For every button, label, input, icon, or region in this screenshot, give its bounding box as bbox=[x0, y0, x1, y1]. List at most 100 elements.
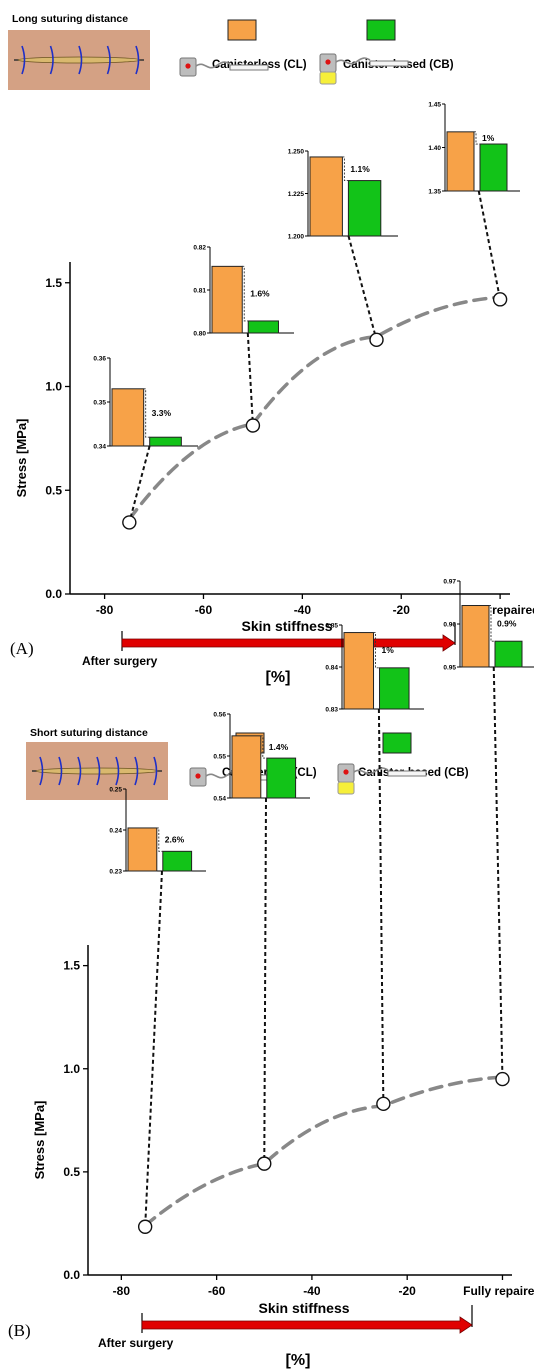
canister-based-device-icon bbox=[337, 763, 427, 795]
y-tick-label: 0.5 bbox=[63, 1165, 80, 1179]
x-tick-label: -80 bbox=[96, 603, 114, 617]
inset-chart-2: 0.80 0.81 0.82 1.6% bbox=[193, 245, 294, 426]
inset-tick-label: 1.45 bbox=[428, 102, 441, 109]
data-point bbox=[245, 418, 261, 433]
progress-arrow bbox=[141, 1316, 473, 1334]
inset-tick-label: 1.35 bbox=[428, 189, 441, 196]
inset-tick-label: 0.85 bbox=[325, 623, 338, 630]
inset-tick-label: 0.84 bbox=[325, 665, 338, 672]
bar-cb bbox=[162, 850, 193, 872]
diff-bracket bbox=[260, 735, 267, 759]
inset-tick-label: 0.55 bbox=[213, 754, 226, 761]
inset-connector bbox=[492, 666, 504, 1080]
bar-cl bbox=[111, 388, 145, 447]
bar-cb bbox=[247, 320, 279, 334]
y-tick-label: 0.5 bbox=[45, 483, 62, 497]
inset-tick-label: 0.36 bbox=[93, 356, 106, 363]
inset-tick-label: 1.200 bbox=[288, 234, 305, 241]
inset-tick-label: 0.24 bbox=[109, 828, 122, 835]
inset-connector bbox=[263, 797, 267, 1164]
inset-tick-label: 0.56 bbox=[213, 712, 226, 719]
legend-title: Short suturing distance bbox=[30, 727, 148, 739]
inset-tick-label: 0.96 bbox=[443, 622, 456, 629]
inset-tick-label: 0.80 bbox=[193, 331, 206, 338]
y-tick-label: 1.0 bbox=[63, 1062, 80, 1076]
bar-cl bbox=[461, 605, 490, 668]
inset-tick-label: 0.25 bbox=[109, 787, 122, 794]
inset-connector bbox=[128, 445, 151, 523]
inset-tick-label: 0.81 bbox=[193, 288, 206, 295]
stress-curve bbox=[143, 1075, 505, 1228]
bar-cb bbox=[379, 667, 410, 710]
x-tick-label: -40 bbox=[303, 1284, 321, 1298]
data-point bbox=[369, 332, 384, 348]
y-axis-label: Stress [MPa] bbox=[32, 1101, 47, 1180]
long-suture-wound-image bbox=[8, 30, 150, 90]
bar-cl bbox=[231, 735, 262, 799]
legend-swatch-cl bbox=[227, 19, 257, 41]
arrow-start-label: After surgery bbox=[98, 1336, 174, 1350]
bar-cb bbox=[347, 180, 382, 237]
inset-connector bbox=[477, 190, 502, 300]
diff-bracket bbox=[474, 131, 480, 145]
inset-chart-3: 1.200 1.225 1.250 1.1% bbox=[288, 149, 398, 341]
inset-chart-4: 0.95 0.96 0.97 0.9% bbox=[443, 579, 534, 1080]
data-point bbox=[495, 1071, 510, 1087]
legend-swatch-cb bbox=[366, 19, 396, 41]
diff-label: 1.1% bbox=[350, 164, 370, 174]
y-tick-label: 1.5 bbox=[45, 276, 62, 290]
diff-label: 1.4% bbox=[269, 742, 289, 752]
panel-b: Short suturing distanceCanisterless (CL)… bbox=[8, 579, 534, 1369]
inset-tick-label: 0.83 bbox=[325, 707, 338, 714]
diff-label: 1% bbox=[482, 133, 495, 143]
bar-cb bbox=[266, 757, 297, 799]
bar-cb bbox=[494, 640, 523, 668]
stress-curve bbox=[127, 295, 502, 522]
inset-connector bbox=[377, 708, 385, 1104]
inset-connector bbox=[347, 235, 378, 341]
inset-chart-4: 1.35 1.40 1.45 1% bbox=[428, 102, 520, 300]
inset-chart-2: 0.54 0.55 0.56 1.4% bbox=[213, 712, 310, 1164]
y-axis-label: Stress [MPa] bbox=[14, 419, 29, 498]
inset-tick-label: 0.54 bbox=[213, 796, 226, 803]
inset-tick-label: 0.23 bbox=[109, 869, 122, 876]
diff-bracket bbox=[156, 827, 163, 852]
inset-chart-3: 0.83 0.84 0.85 1% bbox=[325, 623, 424, 1104]
legend-title: Long suturing distance bbox=[12, 13, 128, 25]
bar-cb bbox=[149, 436, 182, 447]
y-tick-label: 0.0 bbox=[45, 587, 62, 601]
legend-swatch-cb bbox=[382, 732, 412, 754]
panel-a: Long suturing distanceCanisterless (CL)C… bbox=[8, 13, 534, 686]
inset-tick-label: 1.40 bbox=[428, 145, 441, 152]
data-point bbox=[492, 292, 508, 307]
x-tick-label: -60 bbox=[208, 1284, 226, 1298]
inset-tick-label: 0.35 bbox=[93, 400, 106, 407]
x-axis-label: Skin stiffness bbox=[241, 618, 332, 634]
diff-bracket bbox=[489, 605, 495, 642]
diff-label: 0.9% bbox=[497, 618, 517, 628]
inset-tick-label: 0.82 bbox=[193, 245, 206, 252]
diff-bracket bbox=[143, 388, 150, 438]
bar-cl bbox=[343, 632, 375, 710]
panel-label: (A) bbox=[10, 639, 34, 658]
diff-label: 1.6% bbox=[250, 289, 270, 299]
x-tick-label: Fully repaired bbox=[463, 1284, 534, 1298]
short-suture-wound-image bbox=[26, 742, 168, 800]
x-tick-label: -20 bbox=[393, 603, 411, 617]
data-point bbox=[376, 1096, 391, 1112]
inset-chart-1: 0.23 0.24 0.25 2.6% bbox=[109, 787, 206, 1227]
diff-label: 2.6% bbox=[165, 835, 185, 845]
x-tick-label: -40 bbox=[294, 603, 312, 617]
data-point bbox=[257, 1156, 272, 1171]
panel-label: (B) bbox=[8, 1321, 31, 1340]
canister-based-device-icon bbox=[319, 53, 409, 85]
inset-tick-label: 0.97 bbox=[443, 579, 456, 586]
inset-connector bbox=[246, 332, 254, 426]
data-point bbox=[122, 515, 137, 530]
progress-arrow bbox=[121, 634, 456, 652]
inset-tick-label: 1.225 bbox=[288, 191, 305, 198]
canisterless-device-icon bbox=[179, 57, 269, 77]
x-axis-label: Skin stiffness bbox=[258, 1300, 349, 1316]
data-point bbox=[137, 1219, 153, 1234]
